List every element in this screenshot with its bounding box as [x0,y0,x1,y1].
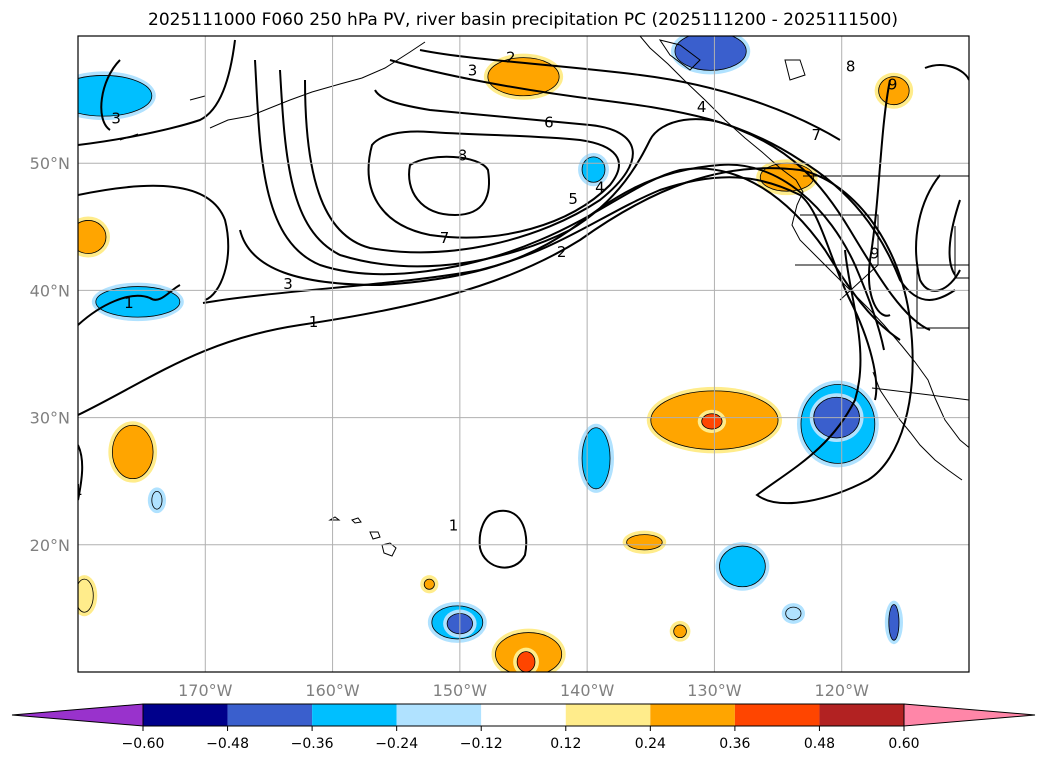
lon-tick-label: 160°W [305,681,360,700]
pv-contour-label: 3 [468,61,478,79]
pv-contour-ridge-north [389,49,956,301]
coastline-baja [872,371,963,481]
lat-tick-label: 20°N [30,536,70,555]
pv-contour-7 [367,130,620,239]
precip-pc-region-2 [78,220,107,254]
pv-contour-label: 7 [811,126,821,144]
precip-pc-region-24 [673,624,687,639]
colorbar [11,703,1036,727]
precip-pc-region-1 [95,286,181,318]
colorbar-segment [481,704,566,726]
colorbar-tick-labels: −0.60 −0.48 −0.36 −0.24 −0.12 0.12 0.24 0.36 0.4… [122,726,920,752]
pv-contour-label: 9 [870,245,880,263]
colorbar-tick-label: −0.48 [206,736,249,752]
pv-contour-label: 1 [124,294,134,312]
precip-pc-region-16 [626,534,663,551]
lon-tick-label: 120°W [815,681,870,700]
map-area [78,36,969,672]
lon-tick-label: 170°W [178,681,233,700]
latitude-tick-labels: 50°N 40°N 30°N 20°N [30,154,70,555]
pv-contour-label: 4 [595,178,605,196]
lon-tick-label: 150°W [433,681,488,700]
pv-contour-label: 1 [73,481,83,499]
precip-pc-region-25 [423,578,435,590]
colorbar-segment [312,704,397,726]
precip-pc-region-7 [674,36,747,71]
map-frame [77,35,970,673]
pv-contour-label: 7 [440,229,450,247]
coastline-north-america [639,36,969,449]
colorbar-tick-label: 0.36 [719,736,750,752]
colorbar-extend-max [903,703,1036,727]
precip-pc-fill-layer [78,36,914,672]
chart-title: 2025111000 F060 250 hPa PV, river basin … [148,10,898,30]
precip-pc-region-23 [516,651,536,672]
pv-contour-label: 1 [449,517,459,535]
lat-tick-label: 40°N [30,281,70,300]
pv-contour-label: 8 [458,147,468,165]
colorbar-segment [227,704,313,726]
precip-pc-region-15 [581,427,611,490]
colorbar-tick-label: −0.24 [375,736,418,752]
precip-pc-region-19 [888,604,900,641]
precip-pc-region-17 [719,545,766,588]
pv-contour-label: 1 [309,313,319,331]
hawaii-islands [328,516,397,557]
colorbar-segment [734,704,820,726]
colorbar-frame [142,703,905,727]
pv-contour-1 [78,167,914,505]
pv-contour-4 [254,59,901,341]
colorbar-tick-label: −0.60 [122,736,165,752]
pv-contour-label: 4 [697,98,707,116]
pv-contour-label: 2 [557,243,567,261]
state-borders [795,214,969,329]
pv-contour-2 [202,176,878,401]
pv-contour-3 [239,163,885,351]
colorbar-segment [819,704,904,726]
colorbar-tick-label: 0.48 [804,736,835,752]
colorbar-tick-label: 0.24 [635,736,666,752]
pv-contour-label: 8 [846,58,856,76]
pv-contour-label: 5 [568,190,578,208]
colorbar-segment [396,704,482,726]
precip-pc-region-4 [151,490,163,510]
pv-contour-6 [304,79,634,254]
lon-tick-label: 130°W [687,681,742,700]
border-us-mexico [871,387,969,401]
precip-pc-region-12 [701,413,723,430]
precip-pc-region-0 [78,75,153,117]
pv-contour-layer [78,39,969,569]
colorbar-segment [143,704,228,726]
colorbar-tick-label: −0.12 [460,736,503,752]
pv-contour-label: 6 [544,113,554,131]
island-1 [784,59,806,81]
colorbar-tick-label: −0.36 [291,736,334,752]
colorbar-tick-label: 0.12 [550,736,581,752]
graticule [78,36,969,672]
colorbar-segment [650,704,735,726]
precip-pc-region-3 [111,424,154,480]
pv-contour-label: 2 [506,49,516,67]
lat-tick-label: 30°N [30,409,70,428]
pv-contour-1-west [78,284,181,501]
precip-pc-region-18 [785,606,802,621]
pv-contour-label: 3 [283,275,293,293]
lon-tick-label: 140°W [560,681,615,700]
coastline-layer [119,36,969,557]
pv-contour-1-south [478,509,528,569]
pv-contour-8 [408,155,490,217]
pv-contour-label: 9 [888,75,898,93]
colorbar-segment [565,704,651,726]
colorbar-extend-min [11,703,144,727]
island-2 [658,39,701,71]
precip-pc-region-5 [78,578,94,613]
colorbar-tick-label: 0.60 [888,736,919,752]
lat-tick-label: 50°N [30,154,70,173]
pv-contour-label: 3 [111,110,121,128]
pv-contour-east [868,64,969,317]
pv-contour-west [78,39,236,301]
longitude-tick-labels: 170°W 160°W 150°W 140°W 130°W 120°W [178,681,869,700]
